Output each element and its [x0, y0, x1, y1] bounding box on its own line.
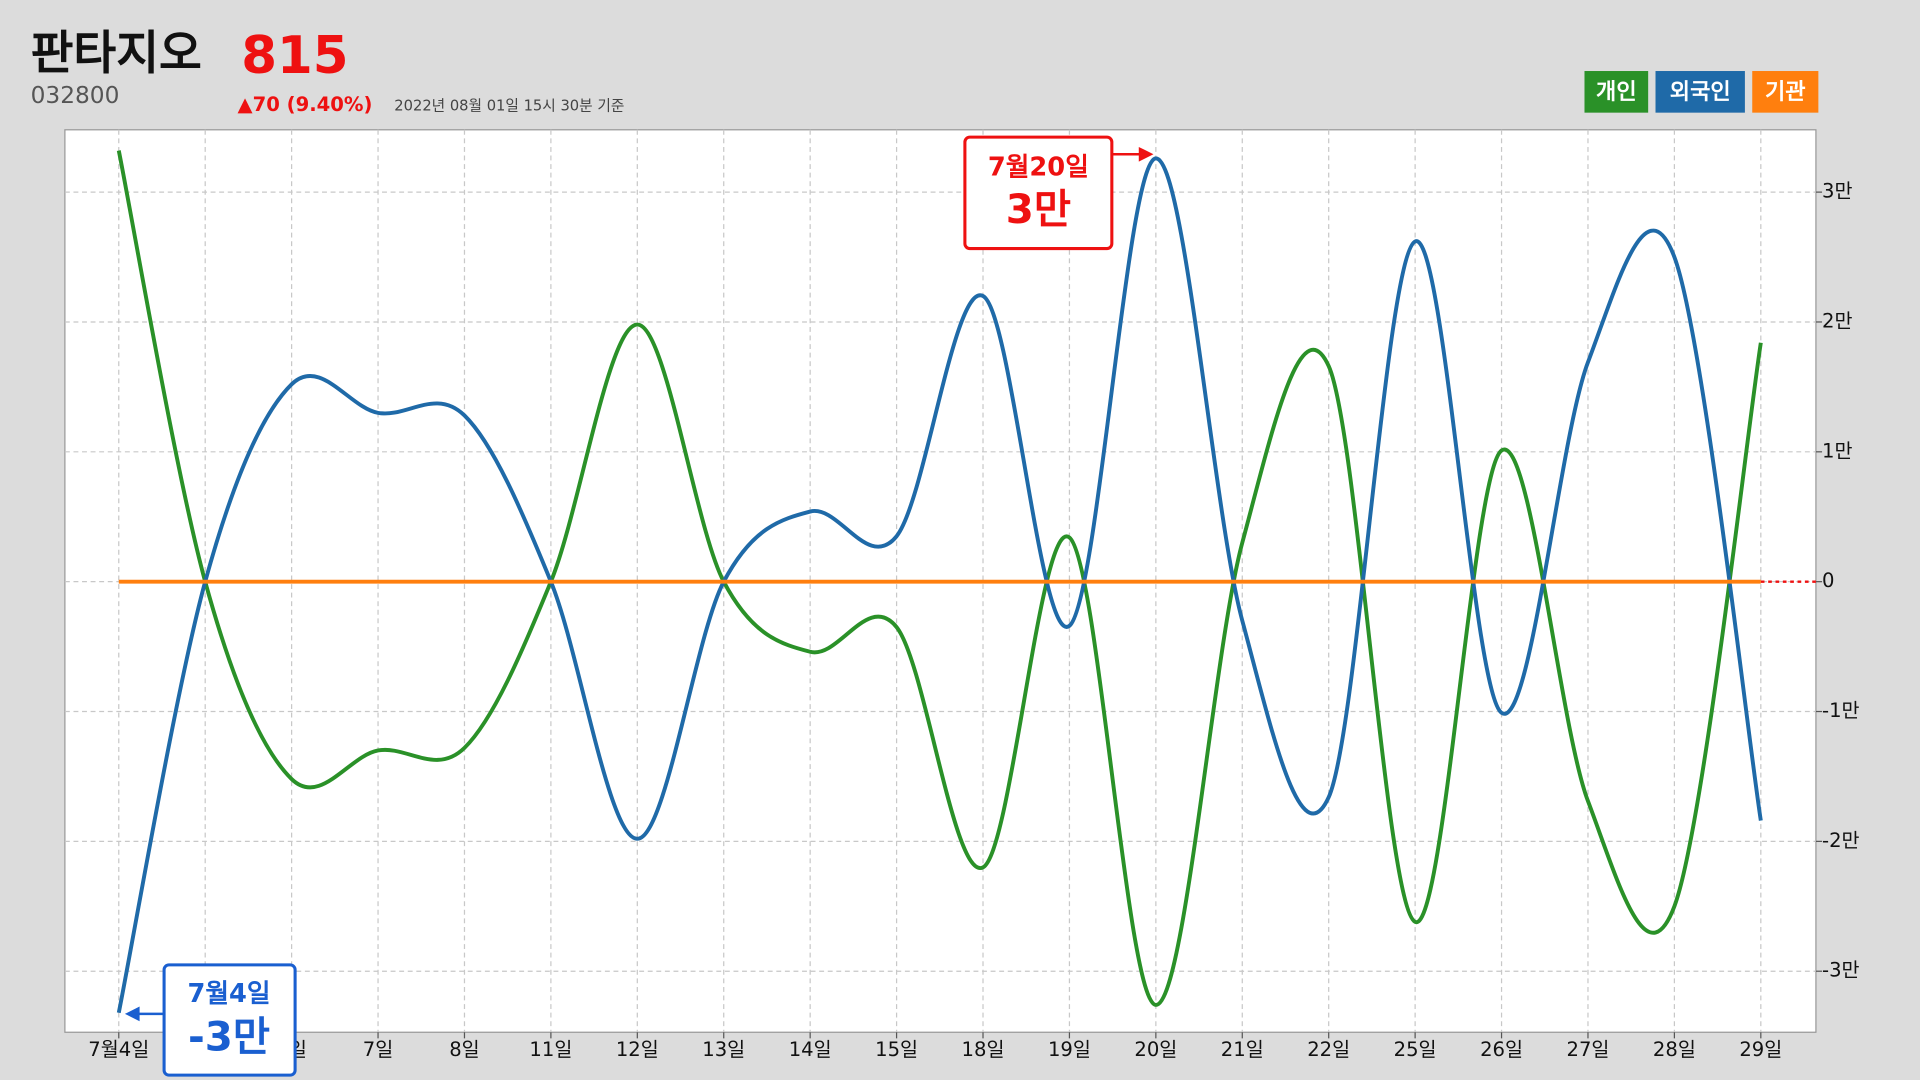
- annotation-date: 7월20일: [988, 152, 1089, 182]
- x-tick-label: 25일: [1394, 1038, 1437, 1061]
- x-tick-label: 26일: [1480, 1038, 1523, 1061]
- legend-swatch: [1655, 71, 1745, 113]
- x-tick-label: 19일: [1048, 1038, 1091, 1061]
- x-tick-label: 15일: [875, 1038, 918, 1061]
- legend-label: 외국인: [1670, 80, 1731, 105]
- x-tick-label: 7월4일: [88, 1038, 149, 1061]
- y-tick-label: 1만: [1822, 439, 1852, 462]
- x-tick-label: 20일: [1134, 1038, 1177, 1061]
- x-tick-label: 7일: [363, 1038, 393, 1061]
- x-tick-label: 12일: [616, 1038, 659, 1061]
- stock-code: 032800: [31, 82, 120, 109]
- series-line: [116, 150, 1763, 1007]
- y-tick-label: 2만: [1822, 309, 1852, 332]
- legend: 개인 외국인 기관: [1584, 71, 1819, 113]
- stock-price: 815: [241, 26, 348, 86]
- y-tick-label: 0: [1822, 569, 1834, 592]
- annotation-arrowhead: [1138, 146, 1154, 162]
- x-tick-label: 22일: [1307, 1038, 1350, 1061]
- x-tick-label: 14일: [789, 1038, 832, 1061]
- timestamp: 2022년 08월 01일 15시 30분 기준: [394, 98, 624, 115]
- legend-swatch: [1584, 71, 1649, 113]
- x-tick-label: 8일: [449, 1038, 479, 1061]
- x-tick-label: 21일: [1221, 1038, 1264, 1061]
- series-line: [116, 156, 1763, 1014]
- lines: [116, 150, 1816, 1014]
- legend-swatch: [1752, 71, 1819, 113]
- y-tick-label: -1만: [1822, 699, 1860, 722]
- x-tick-label: 13일: [702, 1038, 745, 1061]
- annotation-box: [963, 135, 1114, 251]
- annotation-value: 3만: [1006, 185, 1071, 233]
- price-change: ▲70 (9.40%): [238, 93, 373, 116]
- legend-label: 기관: [1765, 80, 1806, 105]
- x-tick-label: 18일: [962, 1038, 1005, 1061]
- y-tick-label: 3만: [1822, 180, 1852, 203]
- annotation-min: 7월4일 -3만: [124, 963, 297, 1077]
- annotation-max: 7월20일 3만: [963, 135, 1154, 251]
- y-tick-label: -2만: [1822, 829, 1860, 852]
- annotation-arrowhead: [124, 1006, 140, 1022]
- x-tick-label: 27일: [1567, 1038, 1610, 1061]
- annotation-date: 7월4일: [187, 979, 270, 1009]
- annotation-value: -3만: [188, 1013, 270, 1061]
- annotation-box: [162, 963, 297, 1077]
- stock-name: 판타지오: [31, 26, 202, 80]
- y-tick-label: -3만: [1822, 959, 1860, 982]
- x-tick-label: 11일: [529, 1038, 572, 1061]
- x-tick-label: 28일: [1653, 1038, 1696, 1061]
- x-tick-label: 29일: [1739, 1038, 1782, 1061]
- legend-label: 개인: [1596, 80, 1637, 105]
